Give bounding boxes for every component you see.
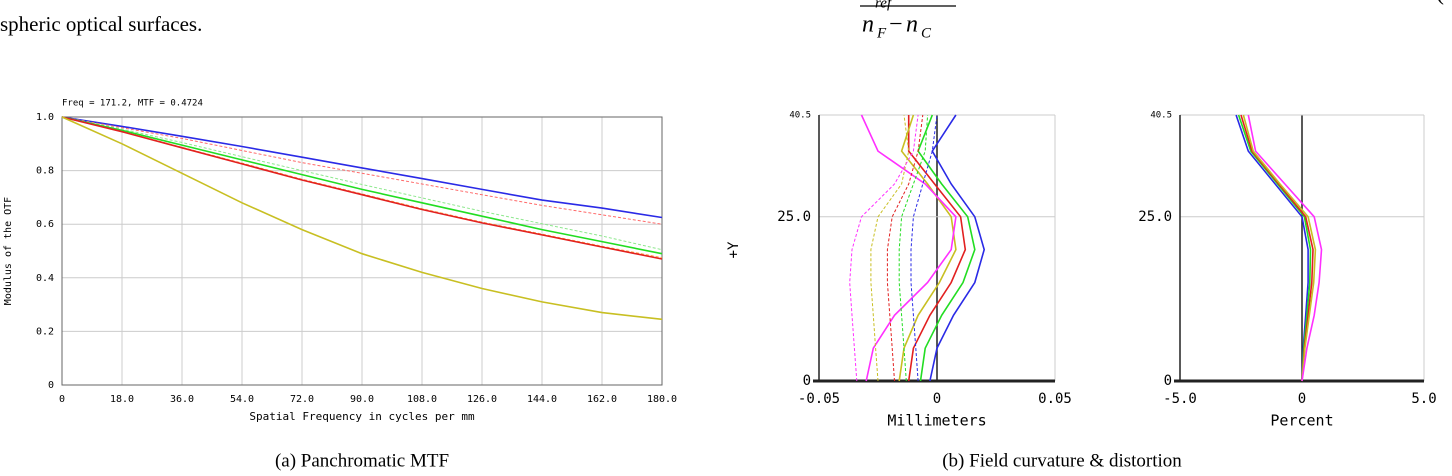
x-tick-label: 54.0 [230, 394, 254, 405]
x-tick-label: 72.0 [290, 394, 314, 405]
eq-den: F [876, 25, 887, 41]
series-line [870, 114, 910, 382]
y-tick-label: 0.8 [36, 166, 54, 177]
series-line [886, 114, 924, 382]
x-tick-label: 0.05 [1038, 391, 1072, 407]
series-line [1242, 114, 1317, 382]
y-tick-label: 40.5 [1150, 111, 1172, 121]
caption: (b) Field curvature & distortion [942, 450, 1182, 471]
series-line [1235, 114, 1309, 382]
series-line [910, 114, 938, 382]
x-tick-label: 5.0 [1411, 391, 1436, 407]
series-line [61, 116, 663, 255]
series-line [61, 116, 663, 260]
series-line [61, 116, 663, 219]
eq-den: − [889, 12, 903, 38]
y-tick-label: 0.6 [36, 219, 54, 230]
x-tick-label: 0 [59, 394, 65, 405]
x-tick-label: 180.0 [647, 394, 677, 405]
y-tick-label: 25.0 [777, 209, 811, 225]
equation: V ref = n F − n C > 0 (4 [858, 0, 1452, 41]
text-fragment: spheric optical surfaces. [0, 12, 202, 36]
eq-equals: = [900, 0, 914, 6]
x-tick-label: 36.0 [170, 394, 194, 405]
x-tick-label: 0 [933, 391, 941, 407]
eq-den: n [862, 12, 874, 38]
series-line [898, 114, 957, 382]
y-tick-label: 0.2 [36, 326, 54, 337]
eq-lhs: V [858, 0, 875, 6]
series-line [61, 116, 663, 251]
series-line [1237, 114, 1312, 382]
y-tick-label: 0 [803, 373, 811, 389]
eq-rhs: > 0 [952, 0, 984, 6]
series-line [907, 115, 967, 382]
series-line [898, 114, 929, 382]
x-tick-label: 126.0 [467, 394, 497, 405]
caption: (a) Panchromatic MTF [275, 450, 449, 471]
series-line [61, 116, 663, 321]
x-tick-label: 108.0 [407, 394, 437, 405]
eq-number: (4 [1436, 0, 1452, 6]
plot-frame [61, 116, 663, 386]
x-tick-label: 18.0 [110, 394, 134, 405]
y-tick-label: 0 [1164, 373, 1172, 389]
series-line [917, 114, 976, 382]
series-line [1247, 114, 1323, 382]
x-axis-label: Spatial Frequency in cycles per mm [249, 410, 475, 423]
eq-den: C [921, 25, 932, 41]
y-tick-label: 25.0 [1138, 209, 1172, 225]
y-axis-label: Modulus of the OTF [3, 197, 14, 305]
chart: 0 18.0 36.0 54.0 72.0 90.0 108.0 126.0 144.0 162.… [3, 99, 677, 424]
series-line [61, 116, 663, 225]
y-tick-label: 0.4 [36, 273, 54, 284]
x-tick-label: -0.05 [798, 391, 840, 407]
x-tick-label: 0 [1298, 391, 1306, 407]
x-tick-label: 90.0 [350, 394, 374, 405]
x-axis-label: Millimeters [887, 412, 986, 430]
x-tick-label: 162.0 [587, 394, 617, 405]
series-line [929, 114, 986, 382]
x-tick-label: -5.0 [1163, 391, 1197, 407]
y-tick-label: 40.5 [789, 111, 811, 121]
eq-den: n [906, 12, 918, 38]
series-line [860, 114, 957, 382]
y-axis-label: +Y [726, 241, 742, 258]
x-tick-label: 144.0 [527, 394, 557, 405]
chart: -0.05 0 0.05 0 25.0 40.5 Millimeters +Y [726, 111, 1072, 430]
y-tick-label: 1.0 [36, 112, 54, 123]
chart: -5.0 0 5.0 0 25.0 40.5 Percent [1138, 111, 1436, 430]
annotation: Freq = 171.2, MTF = 0.4724 [62, 99, 203, 109]
series-line [849, 114, 919, 382]
x-axis-label: Percent [1270, 412, 1333, 430]
y-tick-label: 0 [48, 380, 54, 391]
